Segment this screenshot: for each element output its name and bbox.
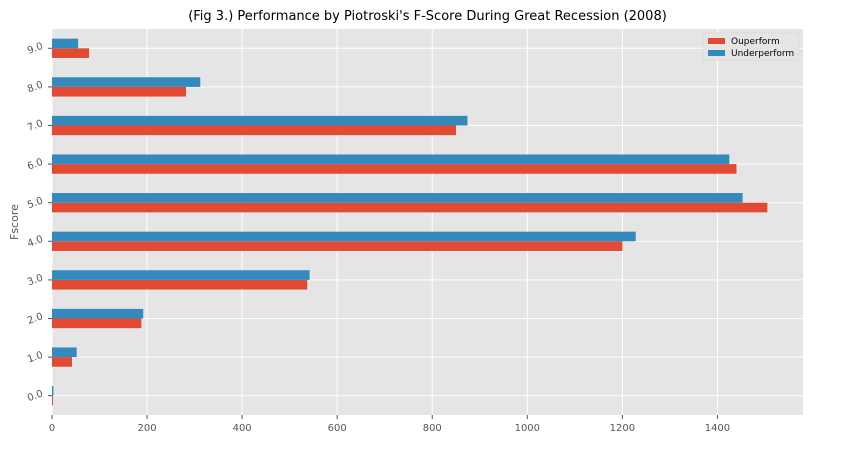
bar-underperform-2.0 bbox=[52, 308, 144, 319]
bar-ouperform-5.0 bbox=[52, 202, 768, 213]
bar-underperform-8.0 bbox=[52, 77, 201, 87]
y-tick-label: 8.0 bbox=[26, 80, 45, 96]
bar-ouperform-6.0 bbox=[52, 164, 737, 174]
x-tick-label: 800 bbox=[423, 423, 442, 434]
y-tick-label: 6.0 bbox=[26, 157, 45, 173]
y-axis: 0.0 1.0 2.0 3.0 4.0 5.0 6.0 7.0 8.0 9.0 bbox=[26, 41, 52, 404]
legend-swatch bbox=[708, 50, 725, 56]
bars bbox=[52, 38, 768, 406]
y-tick-label: 9.0 bbox=[26, 41, 45, 57]
bar-ouperform-4.0 bbox=[52, 241, 623, 251]
bar-underperform-5.0 bbox=[52, 193, 743, 203]
bar-ouperform-2.0 bbox=[52, 318, 142, 329]
y-tick-label: 5.0 bbox=[26, 195, 45, 211]
bar-underperform-0.0 bbox=[52, 386, 54, 396]
x-tick-label: 400 bbox=[233, 423, 252, 434]
x-tick-label: 0 bbox=[49, 423, 55, 434]
bar-underperform-9.0 bbox=[52, 38, 79, 49]
x-tick-label: 1200 bbox=[610, 423, 635, 434]
legend-label: Underperform bbox=[731, 49, 794, 59]
bar-underperform-4.0 bbox=[52, 231, 636, 242]
bar-underperform-1.0 bbox=[52, 347, 77, 358]
x-axis: 0 200 400 600 800 1000 1200 1400 bbox=[49, 415, 730, 434]
bar-underperform-3.0 bbox=[52, 270, 310, 280]
y-tick-label: 0.0 bbox=[26, 388, 45, 404]
bar-ouperform-7.0 bbox=[52, 125, 457, 136]
bar-underperform-7.0 bbox=[52, 115, 468, 126]
y-tick-label: 2.0 bbox=[26, 311, 45, 327]
chart-title: (Fig 3.) Performance by Piotroski's F-Sc… bbox=[188, 9, 667, 24]
bar-ouperform-9.0 bbox=[52, 48, 90, 58]
bar-ouperform-1.0 bbox=[52, 357, 72, 367]
legend: Ouperform Underperform bbox=[702, 32, 800, 61]
y-tick-label: 7.0 bbox=[26, 118, 45, 134]
y-tick-label: 3.0 bbox=[26, 273, 45, 289]
legend-swatch bbox=[708, 38, 725, 44]
bar-ouperform-0.0 bbox=[52, 395, 53, 406]
y-axis-label: Fscore bbox=[8, 204, 21, 240]
x-tick-label: 600 bbox=[328, 423, 347, 434]
x-tick-label: 200 bbox=[138, 423, 157, 434]
bar-ouperform-3.0 bbox=[52, 279, 308, 290]
y-tick-label: 4.0 bbox=[26, 234, 45, 250]
legend-box bbox=[702, 32, 800, 61]
legend-label: Ouperform bbox=[731, 37, 780, 47]
bar-ouperform-8.0 bbox=[52, 86, 187, 97]
x-tick-label: 1400 bbox=[705, 423, 730, 434]
y-tick-label: 1.0 bbox=[26, 350, 45, 366]
bar-underperform-6.0 bbox=[52, 154, 730, 165]
x-tick-label: 1000 bbox=[515, 423, 540, 434]
